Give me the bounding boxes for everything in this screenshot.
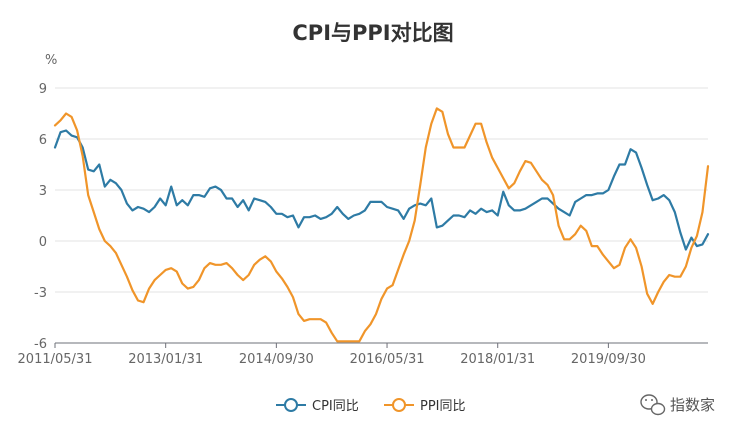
legend-ppi-marker: [392, 398, 406, 412]
legend-cpi-label: CPI同比: [312, 399, 359, 414]
x-tick-label-1: 2013/01/31: [128, 352, 203, 367]
x-tick-label-3: 2016/05/31: [350, 352, 425, 367]
legend-cpi-marker: [284, 398, 298, 412]
y-tick-label-5: -6: [34, 337, 47, 352]
y-tick-label-3: 0: [39, 235, 47, 250]
chart-title: CPI与PPI对比图: [292, 21, 453, 45]
y-tick-label-1: 6: [39, 133, 47, 148]
x-tick-label-5: 2019/09/30: [571, 352, 646, 367]
legend-item-ppi[interactable]: PPI同比: [384, 398, 466, 414]
y-axis-ticks: 9 6 3 0 -3 -6: [34, 82, 47, 352]
watermark-text: 指数家: [670, 396, 715, 414]
legend-item-cpi[interactable]: CPI同比: [276, 398, 359, 414]
x-tick-label-4: 2018/01/31: [460, 352, 535, 367]
y-tick-label-2: 3: [39, 184, 47, 199]
watermark: 指数家: [640, 394, 715, 416]
legend-ppi-label: PPI同比: [420, 399, 466, 414]
y-tick-label-4: -3: [34, 286, 47, 301]
y-axis-unit: %: [45, 53, 57, 68]
legend[interactable]: CPI同比 PPI同比: [276, 398, 466, 414]
series-line-cpi: [53, 129, 710, 251]
x-axis: 2011/05/31 2013/01/31 2014/09/30 2016/05/31…: [18, 342, 708, 367]
gridlines: [55, 87, 708, 344]
series-line-ppi: [53, 107, 710, 343]
series-lines: [53, 107, 710, 343]
wechat-icon: [640, 394, 666, 416]
y-tick-label-0: 9: [39, 82, 47, 97]
x-tick-label-2: 2014/09/30: [239, 352, 314, 367]
x-tick-label-0: 2011/05/31: [18, 352, 93, 367]
